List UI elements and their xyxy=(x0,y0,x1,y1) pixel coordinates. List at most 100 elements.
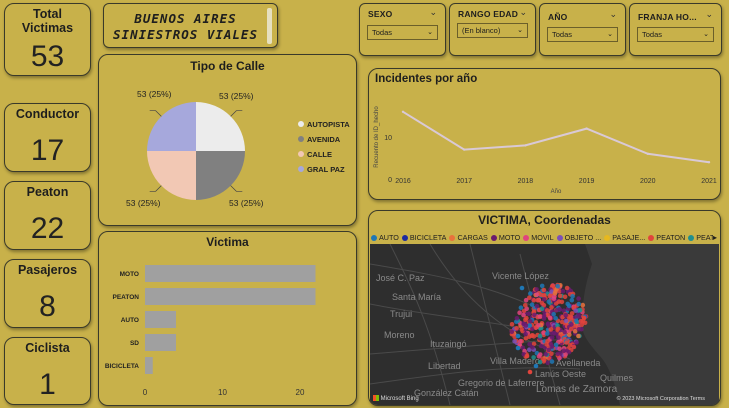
incident-point[interactable] xyxy=(519,285,525,291)
legend-label[interactable]: AVENIDA xyxy=(307,135,341,144)
incident-point[interactable] xyxy=(549,351,554,357)
legend-label[interactable]: CALLE xyxy=(307,150,332,159)
map-legend-item[interactable]: MOTO xyxy=(490,233,520,242)
incident-point[interactable] xyxy=(538,352,543,357)
incident-point[interactable] xyxy=(569,311,575,316)
bar-peaton[interactable] xyxy=(145,288,316,305)
chevron-down-icon[interactable]: ⌄ xyxy=(705,9,713,19)
incident-point[interactable] xyxy=(537,359,543,365)
incident-point[interactable] xyxy=(538,343,544,349)
incident-point[interactable] xyxy=(563,352,568,357)
map-attribution-right[interactable]: © 2023 Microsoft Corporation Terms xyxy=(616,396,705,402)
incident-point[interactable] xyxy=(555,326,561,332)
incident-point[interactable] xyxy=(551,311,556,317)
incident-point[interactable] xyxy=(533,363,539,369)
incident-point[interactable] xyxy=(570,294,575,299)
bar-auto[interactable] xyxy=(145,311,176,328)
line-point[interactable] xyxy=(707,161,711,164)
incident-point[interactable] xyxy=(541,287,547,293)
incident-point[interactable] xyxy=(574,318,579,324)
incident-point[interactable] xyxy=(531,355,536,360)
incident-point[interactable] xyxy=(572,328,578,334)
incident-point[interactable] xyxy=(536,323,541,328)
pie-slice-avenida[interactable] xyxy=(196,151,245,200)
incident-point[interactable] xyxy=(564,285,570,291)
incident-point[interactable] xyxy=(576,333,581,339)
incident-point[interactable] xyxy=(515,333,521,339)
incident-point[interactable] xyxy=(523,323,529,328)
incident-point[interactable] xyxy=(541,297,547,302)
legend-label[interactable]: AUTOPISTA xyxy=(307,120,350,129)
incident-point[interactable] xyxy=(530,345,535,350)
chevron-down-icon[interactable]: ⌄ xyxy=(609,9,617,19)
chevron-down-icon[interactable]: ⌄ xyxy=(517,27,523,34)
slicer-ano[interactable]: AÑO ⌄ Todas ⌄ xyxy=(539,3,626,56)
pie-slice-gral-paz[interactable] xyxy=(147,102,196,151)
slicer-dropdown[interactable]: Todas ⌄ xyxy=(547,27,618,42)
map-legend-item[interactable]: AUTO xyxy=(371,233,399,242)
incident-point[interactable] xyxy=(579,322,584,328)
incident-point[interactable] xyxy=(523,303,528,308)
incident-point[interactable] xyxy=(543,352,549,357)
incident-point[interactable] xyxy=(566,303,572,309)
incident-point[interactable] xyxy=(537,333,543,339)
incident-point[interactable] xyxy=(555,283,560,289)
incident-point[interactable] xyxy=(557,346,562,351)
incident-point[interactable] xyxy=(553,289,558,294)
chevron-down-icon[interactable]: ⌄ xyxy=(427,29,433,36)
incident-point[interactable] xyxy=(538,292,544,298)
incident-point[interactable] xyxy=(561,348,567,354)
bar-moto[interactable] xyxy=(145,265,316,282)
incident-point[interactable] xyxy=(519,326,524,332)
incident-point[interactable] xyxy=(528,319,533,324)
incident-point[interactable] xyxy=(539,306,545,311)
map-legend-item[interactable]: OBJETO ... xyxy=(556,233,601,242)
incident-point[interactable] xyxy=(527,369,533,375)
bar-sd[interactable] xyxy=(145,334,176,351)
legend-scroll-arrow-icon[interactable]: ▸ xyxy=(712,233,717,242)
incident-point[interactable] xyxy=(562,329,567,335)
map-legend-item[interactable]: PEATON xyxy=(688,233,713,242)
incident-point[interactable] xyxy=(527,342,532,347)
incident-point[interactable] xyxy=(544,341,549,347)
incident-point[interactable] xyxy=(562,294,568,300)
incident-point[interactable] xyxy=(567,343,573,348)
incident-point[interactable] xyxy=(541,330,546,335)
incident-point[interactable] xyxy=(569,297,575,303)
incident-point[interactable] xyxy=(526,334,532,339)
incident-point[interactable] xyxy=(545,308,550,313)
incident-point[interactable] xyxy=(541,314,547,319)
incident-point[interactable] xyxy=(524,353,530,359)
incident-point[interactable] xyxy=(576,301,582,307)
line-point[interactable] xyxy=(585,127,588,130)
incident-point[interactable] xyxy=(549,344,555,350)
incident-point[interactable] xyxy=(534,292,540,297)
incident-point[interactable] xyxy=(549,305,554,310)
incident-point[interactable] xyxy=(531,334,537,339)
incident-point[interactable] xyxy=(563,318,569,324)
incident-point[interactable] xyxy=(549,359,555,364)
incident-point[interactable] xyxy=(574,340,579,345)
bar-bicicleta[interactable] xyxy=(145,357,153,374)
incident-point[interactable] xyxy=(531,341,537,347)
incident-point[interactable] xyxy=(537,314,543,319)
incident-point[interactable] xyxy=(509,322,515,327)
line-point[interactable] xyxy=(524,144,527,147)
incident-point[interactable] xyxy=(539,283,545,289)
map-legend-item[interactable]: BICICLETA xyxy=(401,233,446,242)
incident-point[interactable] xyxy=(567,332,572,338)
incident-point[interactable] xyxy=(548,327,554,332)
line-series[interactable] xyxy=(402,110,710,164)
incident-point[interactable] xyxy=(556,299,562,304)
incident-point[interactable] xyxy=(529,302,535,307)
incident-point[interactable] xyxy=(523,297,529,303)
incident-point[interactable] xyxy=(546,299,552,304)
chevron-down-icon[interactable]: ⌄ xyxy=(703,31,709,38)
incident-point[interactable] xyxy=(523,331,528,337)
incident-point[interactable] xyxy=(546,347,551,353)
incident-point[interactable] xyxy=(560,288,566,294)
slicer-franja-horaria[interactable]: FRANJA HO... ⌄ Todas ⌄ xyxy=(629,3,722,56)
slicer-dropdown[interactable]: (En blanco) ⌄ xyxy=(457,23,528,38)
incident-point[interactable] xyxy=(569,326,574,332)
map-legend-item[interactable]: PEATON xyxy=(648,233,685,242)
